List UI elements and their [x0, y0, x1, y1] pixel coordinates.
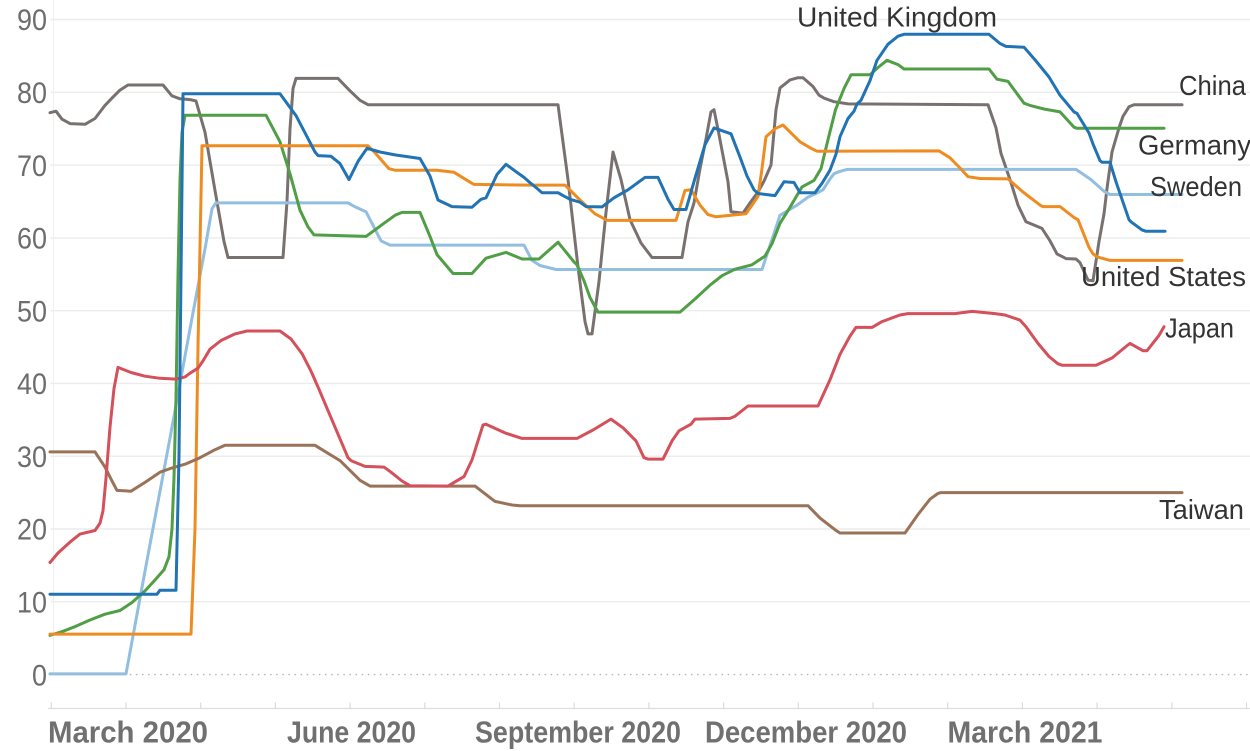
svg-text:September 2020: September 2020 — [475, 715, 681, 750]
svg-text:United States: United States — [1081, 261, 1246, 292]
svg-text:30: 30 — [17, 441, 47, 474]
svg-text:20: 20 — [17, 514, 47, 547]
svg-text:Sweden: Sweden — [1150, 171, 1242, 202]
svg-text:0: 0 — [32, 659, 47, 692]
svg-text:60: 60 — [17, 223, 47, 256]
svg-text:March 2021: March 2021 — [948, 715, 1103, 750]
svg-text:10: 10 — [17, 587, 47, 620]
svg-text:June 2020: June 2020 — [287, 715, 416, 750]
svg-text:Taiwan: Taiwan — [1159, 494, 1244, 525]
svg-text:Germany: Germany — [1138, 129, 1250, 160]
svg-text:80: 80 — [17, 77, 47, 110]
svg-text:March 2020: March 2020 — [48, 715, 208, 750]
svg-text:China: China — [1179, 70, 1246, 101]
svg-text:90: 90 — [17, 4, 47, 37]
svg-text:50: 50 — [17, 295, 47, 328]
svg-text:December 2020: December 2020 — [705, 715, 907, 750]
svg-text:70: 70 — [17, 150, 47, 183]
svg-text:Japan: Japan — [1165, 312, 1234, 343]
svg-text:40: 40 — [17, 368, 47, 401]
svg-text:United Kingdom: United Kingdom — [797, 1, 997, 32]
